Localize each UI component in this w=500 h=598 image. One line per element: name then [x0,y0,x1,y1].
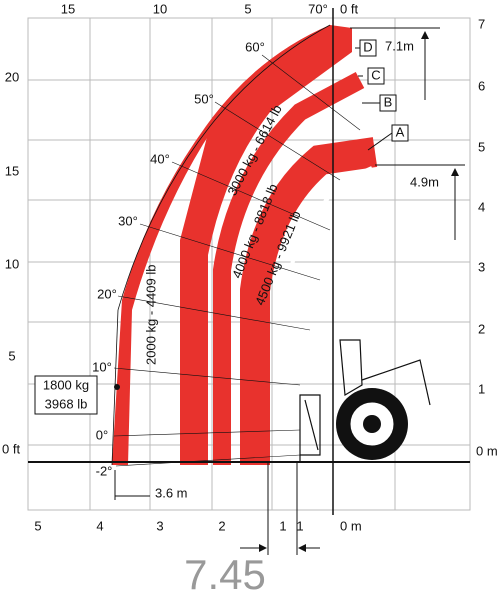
dimension: 1 [279,518,286,533]
m-label: 3 [156,518,163,533]
m-label: 6 [478,78,485,93]
angle-label: 70° [308,1,328,16]
telehandler [299,339,431,463]
angle-label: 30° [118,213,138,228]
ft-label: 5 [244,1,251,16]
m-label: 1 [478,381,485,396]
m-label: 4 [96,518,103,533]
ft-label: 15 [61,1,75,16]
ft-label: 0 ft [2,441,20,456]
load-bands [111,24,378,466]
m-label: 3 [478,259,485,274]
m-label: 1 [296,518,303,533]
max-load-point [114,384,120,390]
m-label: 7 [478,16,485,31]
angle-lines [113,54,361,467]
m-label: 5 [34,518,41,533]
boom-label: D [363,39,372,54]
m-label: 5 [478,139,485,154]
angle-label: 10° [92,359,112,374]
dimension: 7.1m [385,38,414,53]
ft-label: 10 [153,1,167,16]
ft-label: 10 [5,256,19,271]
max-load: 1800 kg [43,377,89,392]
dimensions [114,27,465,555]
angle-label: 20° [97,286,117,301]
angle-label: 40° [150,151,170,166]
m-label: 2 [478,321,485,336]
max-load-box [34,375,98,415]
ft-label: 0 ft [340,1,358,16]
m-label: 0 m [476,443,498,458]
angle-label: 50° [194,91,214,106]
angle-label: -2° [96,463,113,478]
dimension: 3.6 m [155,485,188,500]
angle-label: 60° [245,39,265,54]
m-label: 2 [218,518,225,533]
max-load: 3968 lb [45,396,88,411]
boom-label: B [384,94,393,109]
m-label: 0 m [340,518,362,533]
boom-label: C [371,67,380,82]
ft-label: 5 [8,348,15,363]
m-label: 4 [478,199,485,214]
angle-label: 0° [96,427,108,442]
load-label: 2000 kg - 4409 lb [143,265,158,365]
boom-label: A [396,124,405,139]
dimension: 4.9m [410,174,439,189]
boom-boxes [359,39,409,142]
model: 7.45 [184,551,266,598]
ft-label: 15 [5,163,19,178]
ft-label: 20 [5,69,19,84]
